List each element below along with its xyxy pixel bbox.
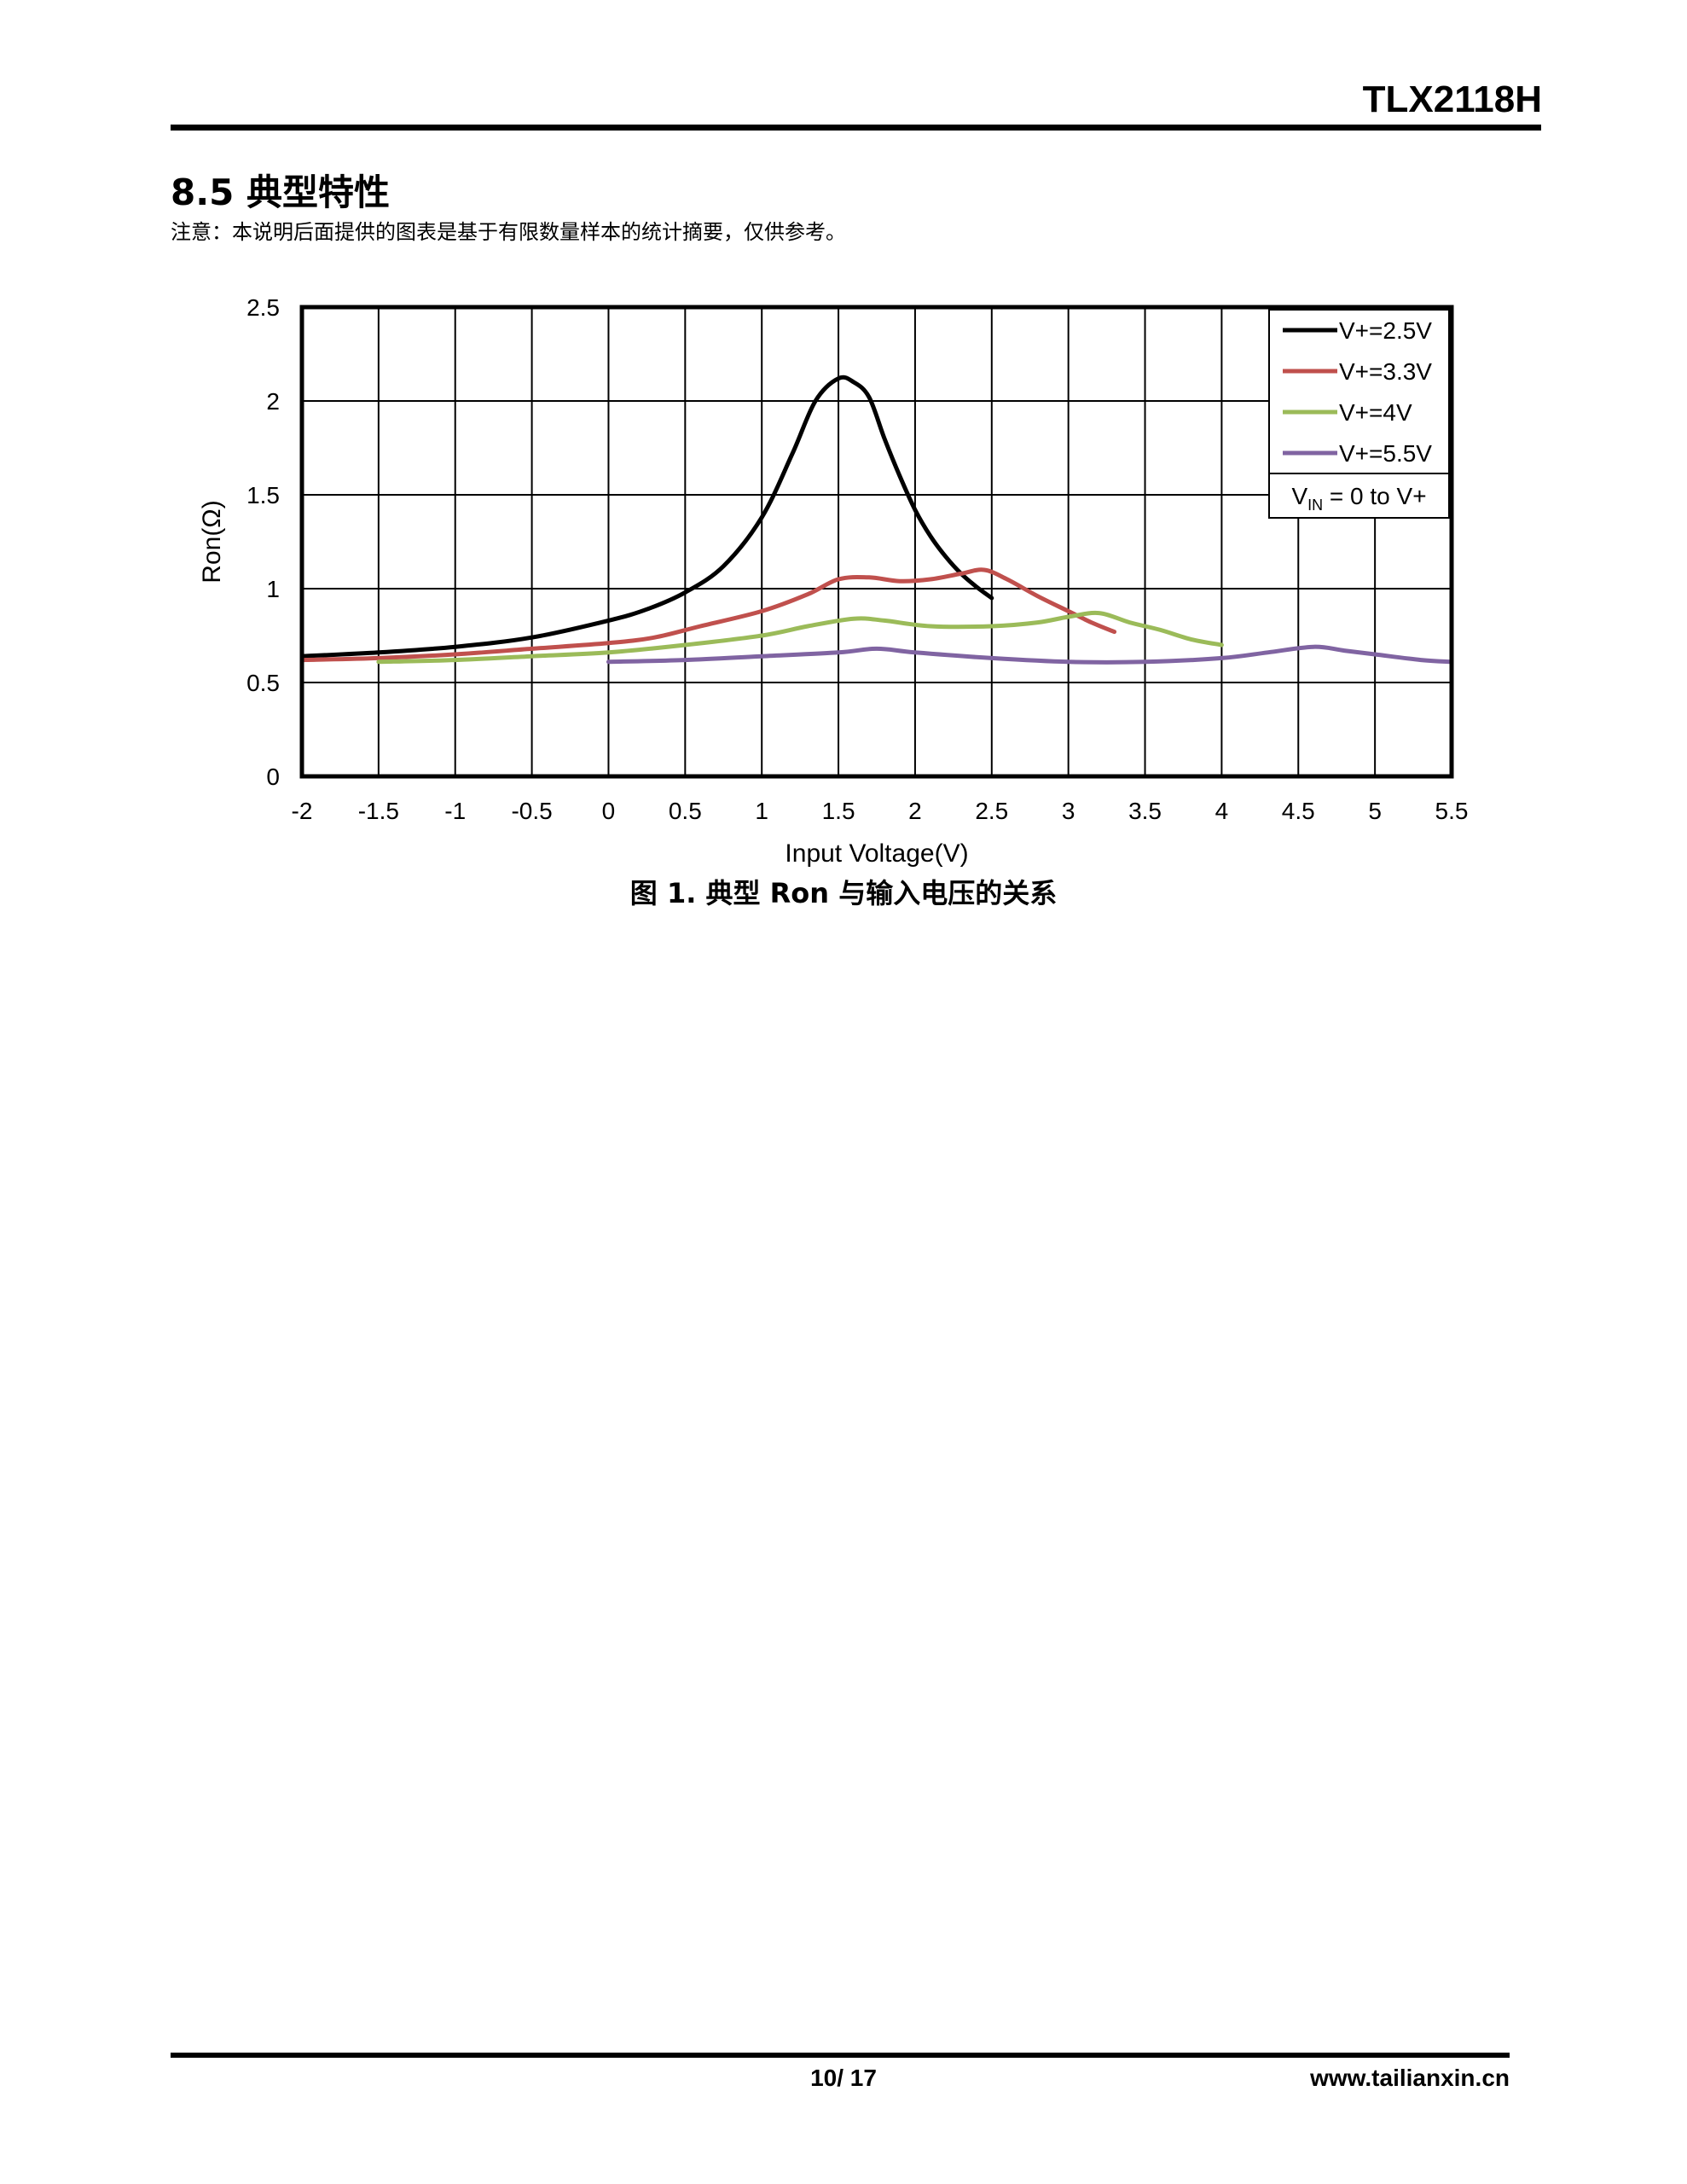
y-tick-label: 0.5: [246, 670, 280, 696]
legend-label-1: V+=2.5V: [1339, 317, 1432, 344]
footer-rule: [171, 2053, 1510, 2058]
x-tick-label: 0: [602, 798, 616, 824]
legend-label-2: V+=3.3V: [1339, 358, 1432, 385]
series-line-1: [299, 375, 994, 659]
x-tick-labels: -2 -1.5 -1 -0.5 0 0.5 1 1.5 2 2.5 3 3.5 4 4.5 5 5.5: [292, 798, 1469, 824]
y-tick-labels: 0 0.5 1 1.5 2 2.5: [246, 294, 280, 790]
y-tick-label: 2.5: [246, 294, 280, 321]
y-tick-label: 0: [266, 764, 280, 790]
page-number: 10/ 17: [810, 2065, 877, 2091]
plot-frame: [299, 305, 1454, 779]
caption-text-a: 典型: [705, 877, 761, 909]
x-tick-label: 1: [755, 798, 768, 824]
annotation-box: [1268, 473, 1450, 519]
caption-text-b: 与输入电压的关系: [838, 877, 1058, 909]
x-tick-label: 2.5: [975, 798, 1008, 824]
header-rule: [171, 125, 1541, 131]
series-line-3: [376, 610, 1224, 665]
x-tick-label: -1.5: [358, 798, 399, 824]
x-tick-label: 1.5: [822, 798, 855, 824]
section-note: 注意：本说明后面提供的图表是基于有限数量样本的统计摘要，仅供参考。: [171, 220, 846, 244]
doc-title: TLX2118H: [1362, 78, 1542, 120]
y-tick-label: 1: [266, 576, 280, 602]
y-tick-label: 2: [266, 388, 280, 415]
caption-prefix: 图: [629, 877, 658, 909]
legend-box: [1268, 309, 1450, 474]
x-tick-label: 2: [908, 798, 922, 824]
y-axis-label: Ron(Ω): [198, 500, 226, 583]
figure-caption: 图 1. 典型 Ron 与输入电压的关系: [0, 872, 1687, 911]
x-tick-label: 0.5: [669, 798, 702, 824]
caption-ron: Ron: [769, 877, 830, 909]
annotation-text: VIN = 0 to V+: [1291, 483, 1426, 514]
x-tick-label: 5: [1368, 798, 1382, 824]
x-tick-label: 3.5: [1128, 798, 1162, 824]
legend-label-3: V+=4V: [1339, 399, 1412, 426]
caption-number: 1.: [666, 877, 697, 909]
series-line-4: [606, 644, 1454, 665]
y-tick-label: 1.5: [246, 482, 280, 508]
section-number: 8.5: [171, 171, 235, 213]
x-tick-label: 3: [1062, 798, 1075, 824]
legend-label-4: V+=5.5V: [1339, 440, 1432, 467]
x-axis-label: Input Voltage(V): [785, 839, 968, 868]
x-tick-label: -0.5: [511, 798, 552, 824]
x-tick-label: 5.5: [1435, 798, 1469, 824]
x-tick-label: -1: [444, 798, 466, 824]
x-tick-label: -2: [292, 798, 313, 824]
vin-annotation-box: VIN = 0 to V+: [1268, 473, 1450, 519]
chart-legend: V+=2.5V V+=3.3V V+=4V V+=5.5V: [1268, 309, 1450, 474]
series-lines: [299, 375, 1454, 665]
section-title: 8.5 典型特性: [171, 164, 390, 216]
ron-vs-input-voltage-chart: 0 0.5 1 1.5 2 2.5 -2 -1.5 -1 -0.5 0 0.5 1 1.5 2 2.5 3 3.…: [198, 294, 1469, 868]
x-tick-label: 4: [1215, 798, 1229, 824]
section-heading: 典型特性: [246, 171, 391, 213]
website-link[interactable]: www.tailianxin.cn: [1310, 2065, 1510, 2091]
series-line-2: [299, 567, 1117, 663]
x-tick-label: 4.5: [1282, 798, 1315, 824]
